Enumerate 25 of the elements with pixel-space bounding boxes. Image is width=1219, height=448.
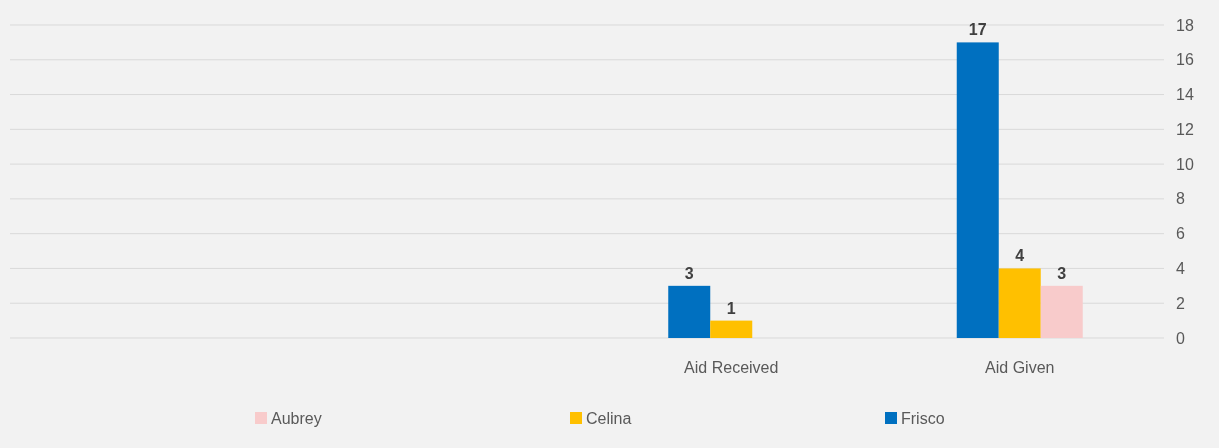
y-tick-label: 0 bbox=[1176, 329, 1185, 347]
bar bbox=[956, 42, 999, 338]
legend-label: Frisco bbox=[901, 409, 945, 427]
y-tick-label: 4 bbox=[1176, 260, 1185, 278]
y-tick-label: 10 bbox=[1176, 155, 1194, 173]
data-label: 17 bbox=[968, 21, 987, 39]
y-tick-label: 2 bbox=[1176, 294, 1185, 312]
data-label: 4 bbox=[1015, 247, 1025, 265]
bar bbox=[668, 285, 711, 338]
y-tick-label: 16 bbox=[1176, 51, 1194, 69]
y-tick-label: 6 bbox=[1176, 225, 1185, 243]
bar bbox=[710, 320, 753, 338]
y-tick-label: 14 bbox=[1176, 86, 1194, 104]
legend-label: Celina bbox=[586, 409, 632, 427]
data-label: 3 bbox=[1057, 264, 1067, 282]
y-tick-label: 18 bbox=[1176, 16, 1194, 34]
y-tick-label: 12 bbox=[1176, 120, 1194, 138]
data-label: 1 bbox=[726, 299, 736, 317]
y-tick-label: 8 bbox=[1176, 190, 1185, 208]
bar bbox=[1040, 285, 1083, 338]
x-tick-label: Aid Given bbox=[985, 359, 1055, 376]
bar bbox=[998, 268, 1041, 338]
legend-label: Aubrey bbox=[271, 409, 322, 427]
data-label: 3 bbox=[684, 264, 694, 282]
x-tick-label: Aid Received bbox=[684, 359, 779, 376]
